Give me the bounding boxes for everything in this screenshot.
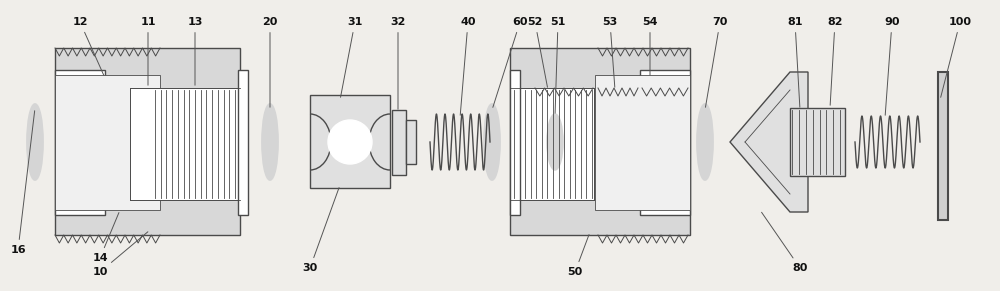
FancyBboxPatch shape [55, 75, 160, 210]
Text: 51: 51 [550, 17, 566, 113]
Text: 80: 80 [762, 212, 808, 273]
FancyBboxPatch shape [310, 95, 390, 188]
Text: 50: 50 [567, 235, 589, 277]
FancyBboxPatch shape [55, 48, 240, 235]
FancyBboxPatch shape [238, 70, 248, 215]
FancyBboxPatch shape [595, 75, 690, 210]
Text: 30: 30 [302, 188, 339, 273]
FancyBboxPatch shape [55, 70, 105, 215]
Ellipse shape [27, 104, 43, 180]
Text: 14: 14 [92, 212, 119, 263]
Text: 10: 10 [92, 232, 148, 277]
FancyBboxPatch shape [392, 110, 406, 175]
FancyBboxPatch shape [406, 120, 416, 164]
FancyBboxPatch shape [790, 108, 845, 176]
Text: 70: 70 [705, 17, 728, 107]
Ellipse shape [547, 114, 563, 170]
Text: 54: 54 [642, 17, 658, 75]
FancyBboxPatch shape [510, 70, 520, 215]
Ellipse shape [697, 104, 713, 180]
Text: 81: 81 [787, 17, 803, 107]
Circle shape [328, 120, 372, 164]
Text: 60: 60 [493, 17, 528, 107]
Text: 32: 32 [390, 17, 406, 109]
Text: 31: 31 [341, 17, 363, 97]
Text: 13: 13 [187, 17, 203, 85]
Text: 100: 100 [941, 17, 972, 97]
Text: 16: 16 [10, 111, 35, 255]
Text: 82: 82 [827, 17, 843, 105]
FancyBboxPatch shape [512, 88, 594, 200]
Text: 53: 53 [602, 17, 618, 87]
FancyBboxPatch shape [130, 88, 238, 200]
Text: 11: 11 [140, 17, 156, 85]
Ellipse shape [262, 104, 278, 180]
Text: 90: 90 [884, 17, 900, 115]
FancyBboxPatch shape [640, 70, 690, 215]
Ellipse shape [484, 104, 500, 180]
Text: 20: 20 [262, 17, 278, 107]
Text: 52: 52 [527, 17, 547, 87]
Polygon shape [730, 72, 808, 212]
FancyBboxPatch shape [938, 72, 948, 220]
FancyBboxPatch shape [510, 48, 690, 235]
Text: 40: 40 [460, 17, 476, 115]
Text: 12: 12 [72, 17, 104, 75]
